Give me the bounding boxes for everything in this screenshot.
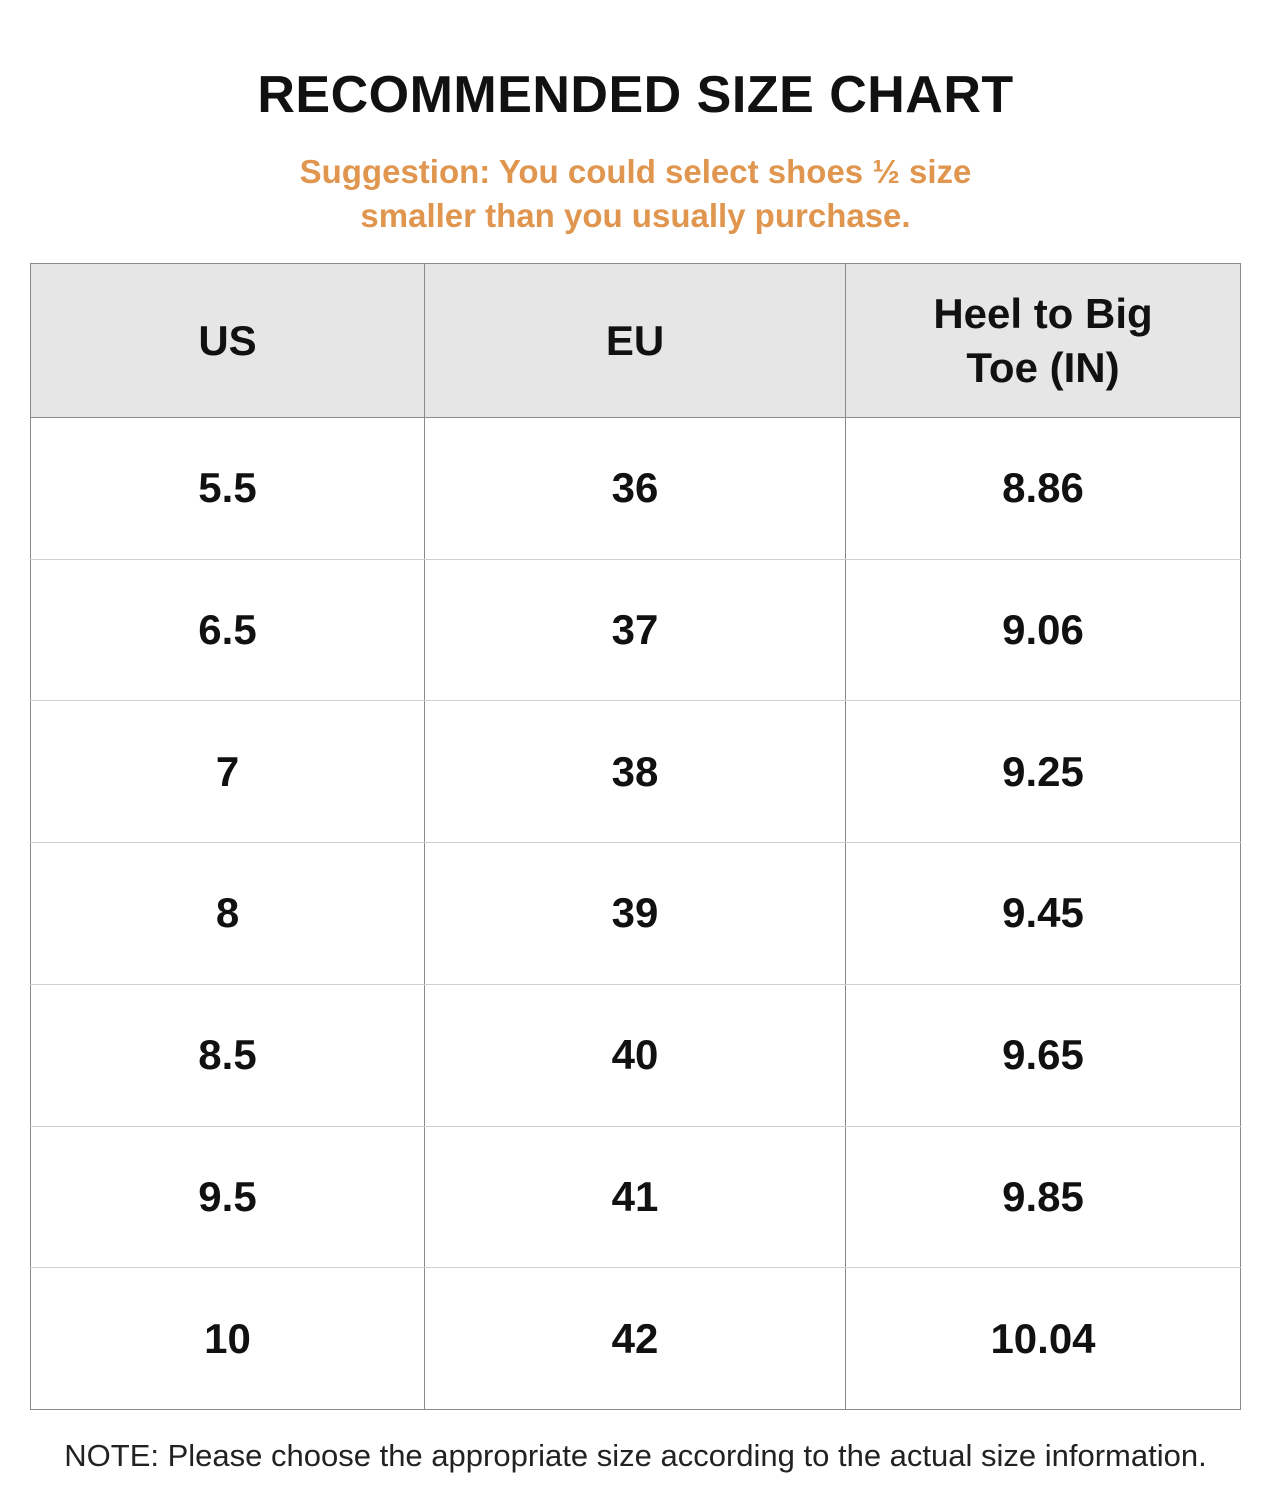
cell-heel: 10.04 xyxy=(845,1267,1241,1410)
table-row: 6.5 37 9.06 xyxy=(30,558,1241,702)
cell-us: 7 xyxy=(30,700,425,844)
header-heel-line-1: Heel to Big xyxy=(933,289,1153,337)
cell-heel: 9.25 xyxy=(845,700,1241,844)
header-heel-to-toe: Heel to Big Toe (IN) xyxy=(845,263,1241,418)
cell-us: 8.5 xyxy=(30,983,425,1127)
table-row: 8.5 40 9.65 xyxy=(30,983,1241,1127)
suggestion-text: Suggestion: You could select shoes ½ siz… xyxy=(0,150,1271,238)
cell-us: 6.5 xyxy=(30,558,425,702)
size-chart-table: US EU Heel to Big Toe (IN) 5.5 36 8.86 6… xyxy=(30,263,1241,1410)
table-row: 7 38 9.25 xyxy=(30,700,1241,844)
cell-eu: 36 xyxy=(424,417,846,560)
suggestion-line-1: Suggestion: You could select shoes ½ siz… xyxy=(299,153,972,190)
table-header-row: US EU Heel to Big Toe (IN) xyxy=(30,263,1241,418)
table-row: 10 42 10.04 xyxy=(30,1267,1241,1410)
size-note: NOTE: Please choose the appropriate size… xyxy=(64,1438,1207,1473)
cell-us: 10 xyxy=(30,1267,425,1410)
header-eu: EU xyxy=(424,263,846,418)
cell-eu: 39 xyxy=(424,842,846,985)
header-heel-line-2: Toe (IN) xyxy=(966,343,1120,391)
cell-heel: 9.06 xyxy=(845,558,1241,702)
table-row: 9.5 41 9.85 xyxy=(30,1125,1241,1269)
cell-eu: 40 xyxy=(424,983,846,1127)
cell-eu: 38 xyxy=(424,700,846,844)
suggestion-line-2: smaller than you usually purchase. xyxy=(360,197,911,234)
cell-heel: 8.86 xyxy=(845,417,1241,560)
cell-eu: 41 xyxy=(424,1125,846,1269)
cell-heel: 9.85 xyxy=(845,1125,1241,1269)
cell-us: 9.5 xyxy=(30,1125,425,1269)
table-row: 8 39 9.45 xyxy=(30,842,1241,985)
header-us: US xyxy=(30,263,425,418)
cell-eu: 42 xyxy=(424,1267,846,1410)
cell-us: 5.5 xyxy=(30,417,425,560)
page-title: RECOMMENDED SIZE CHART xyxy=(257,66,1014,124)
cell-heel: 9.65 xyxy=(845,983,1241,1127)
cell-us: 8 xyxy=(30,842,425,985)
table-row: 5.5 36 8.86 xyxy=(30,417,1241,560)
cell-heel: 9.45 xyxy=(845,842,1241,985)
cell-eu: 37 xyxy=(424,558,846,702)
